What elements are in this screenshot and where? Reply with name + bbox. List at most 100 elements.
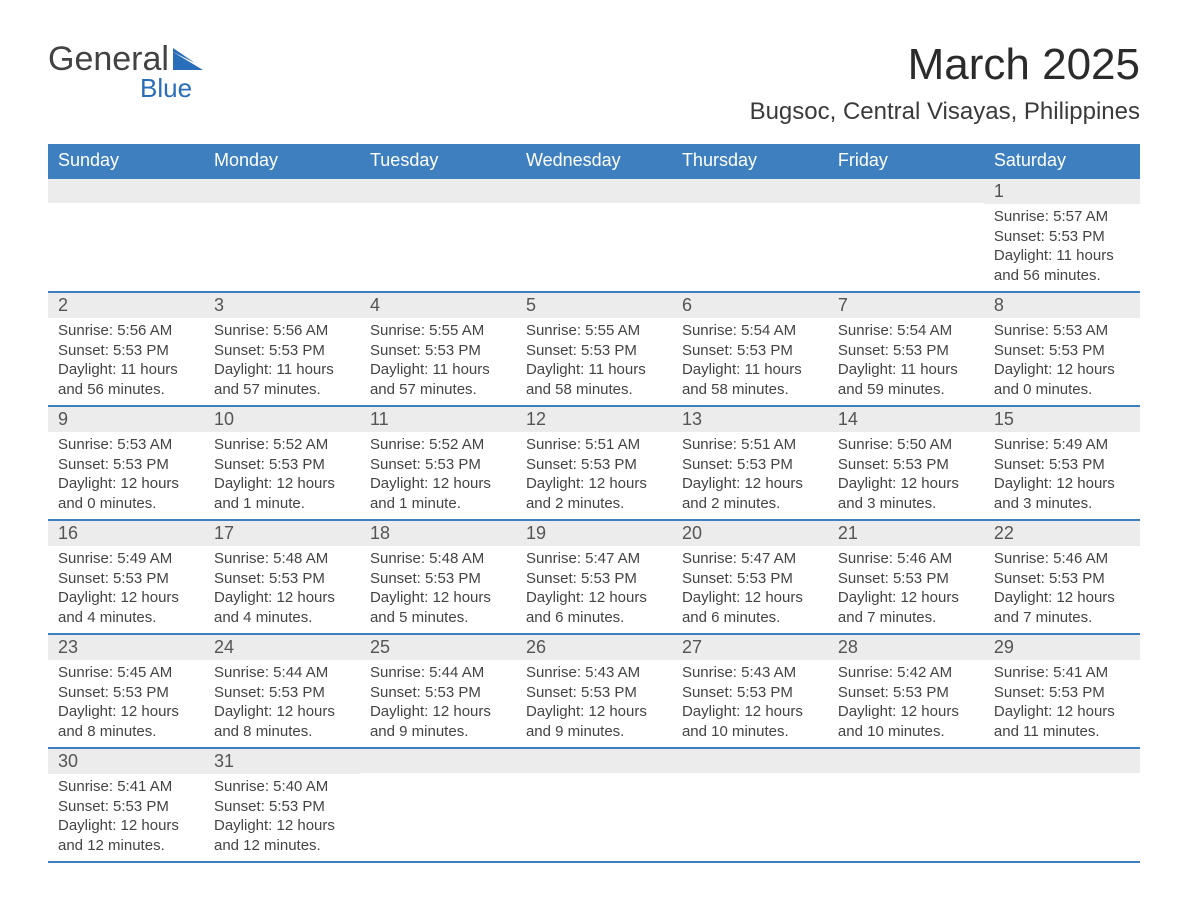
daylight-line: Daylight: 12 hours and 12 minutes. xyxy=(58,816,194,855)
calendar-header-cell: Monday xyxy=(204,144,360,178)
calendar-day-cell xyxy=(360,178,516,292)
calendar-week-row: 1Sunrise: 5:57 AMSunset: 5:53 PMDaylight… xyxy=(48,178,1140,292)
calendar-day-cell: 2 Sunrise: 5:56 AMSunset: 5:53 PMDaylight… xyxy=(48,292,204,406)
sunrise-line: Sunrise: 5:54 AM xyxy=(682,321,818,341)
daylight-line: Daylight: 12 hours and 4 minutes. xyxy=(58,588,194,627)
title-block: March 2025 Bugsoc, Central Visayas, Phil… xyxy=(750,40,1140,126)
calendar-header-cell: Sunday xyxy=(48,144,204,178)
sunset-line: Sunset: 5:53 PM xyxy=(682,569,818,589)
sunset-line: Sunset: 5:53 PM xyxy=(370,569,506,589)
day-details: Sunrise: 5:51 AMSunset: 5:53 PMDaylight:… xyxy=(672,432,828,519)
sunset-line: Sunset: 5:53 PM xyxy=(994,683,1130,703)
calendar-day-cell: 26Sunrise: 5:43 AMSunset: 5:53 PMDayligh… xyxy=(516,634,672,748)
day-details: Sunrise: 5:42 AMSunset: 5:53 PMDaylight:… xyxy=(828,660,984,747)
sunset-line: Sunset: 5:53 PM xyxy=(370,455,506,475)
sunset-line: Sunset: 5:53 PM xyxy=(58,455,194,475)
calendar-day-cell: 17Sunrise: 5:48 AMSunset: 5:53 PMDayligh… xyxy=(204,520,360,634)
daylight-line: Daylight: 12 hours and 5 minutes. xyxy=(370,588,506,627)
calendar-week-row: 16Sunrise: 5:49 AMSunset: 5:53 PMDayligh… xyxy=(48,520,1140,634)
calendar-week-row: 9Sunrise: 5:53 AMSunset: 5:53 PMDaylight… xyxy=(48,406,1140,520)
sunrise-line: Sunrise: 5:43 AM xyxy=(526,663,662,683)
day-number: 20 xyxy=(672,521,828,546)
calendar-day-cell: 29Sunrise: 5:41 AMSunset: 5:53 PMDayligh… xyxy=(984,634,1140,748)
sunrise-line: Sunrise: 5:52 AM xyxy=(214,435,350,455)
day-number: 4 xyxy=(360,293,516,318)
calendar-day-cell: 6Sunrise: 5:54 AMSunset: 5:53 PMDaylight… xyxy=(672,292,828,406)
sunrise-line: Sunrise: 5:47 AM xyxy=(682,549,818,569)
day-number: 2 xyxy=(48,293,204,318)
day-details: Sunrise: 5:53 AMSunset: 5:53 PMDaylight:… xyxy=(48,432,204,519)
empty-day-bar xyxy=(672,749,828,773)
sunset-line: Sunset: 5:53 PM xyxy=(58,797,194,817)
empty-day-bar xyxy=(48,179,204,203)
day-details: Sunrise: 5:48 AMSunset: 5:53 PMDaylight:… xyxy=(204,546,360,633)
sunset-line: Sunset: 5:53 PM xyxy=(214,341,350,361)
sunrise-line: Sunrise: 5:52 AM xyxy=(370,435,506,455)
sunrise-line: Sunrise: 5:56 AM xyxy=(214,321,350,341)
sunrise-line: Sunrise: 5:50 AM xyxy=(838,435,974,455)
daylight-line: Daylight: 12 hours and 9 minutes. xyxy=(370,702,506,741)
sunset-line: Sunset: 5:53 PM xyxy=(838,455,974,475)
day-number: 6 xyxy=(672,293,828,318)
calendar-day-cell: 8Sunrise: 5:53 AMSunset: 5:53 PMDaylight… xyxy=(984,292,1140,406)
day-details: Sunrise: 5:49 AMSunset: 5:53 PMDaylight:… xyxy=(48,546,204,633)
calendar-day-cell: 20Sunrise: 5:47 AMSunset: 5:53 PMDayligh… xyxy=(672,520,828,634)
daylight-line: Daylight: 11 hours and 56 minutes. xyxy=(994,246,1130,285)
calendar-week-row: 30Sunrise: 5:41 AMSunset: 5:53 PMDayligh… xyxy=(48,748,1140,862)
sunrise-line: Sunrise: 5:44 AM xyxy=(370,663,506,683)
sunset-line: Sunset: 5:53 PM xyxy=(214,569,350,589)
calendar-day-cell xyxy=(828,178,984,292)
sunrise-line: Sunrise: 5:45 AM xyxy=(58,663,194,683)
sunrise-line: Sunrise: 5:48 AM xyxy=(214,549,350,569)
daylight-line: Daylight: 12 hours and 6 minutes. xyxy=(526,588,662,627)
calendar-day-cell: 15Sunrise: 5:49 AMSunset: 5:53 PMDayligh… xyxy=(984,406,1140,520)
calendar-day-cell xyxy=(672,748,828,862)
day-number: 24 xyxy=(204,635,360,660)
empty-day-bar xyxy=(360,749,516,773)
day-details: Sunrise: 5:40 AMSunset: 5:53 PMDaylight:… xyxy=(204,774,360,861)
calendar-week-row: 23Sunrise: 5:45 AMSunset: 5:53 PMDayligh… xyxy=(48,634,1140,748)
sunrise-line: Sunrise: 5:56 AM xyxy=(58,321,194,341)
sunrise-line: Sunrise: 5:48 AM xyxy=(370,549,506,569)
sunset-line: Sunset: 5:53 PM xyxy=(526,569,662,589)
day-details: Sunrise: 5:44 AMSunset: 5:53 PMDaylight:… xyxy=(360,660,516,747)
sunset-line: Sunset: 5:53 PM xyxy=(214,797,350,817)
sunrise-line: Sunrise: 5:57 AM xyxy=(994,207,1130,227)
sunset-line: Sunset: 5:53 PM xyxy=(214,683,350,703)
calendar-header-cell: Friday xyxy=(828,144,984,178)
calendar-day-cell: 30Sunrise: 5:41 AMSunset: 5:53 PMDayligh… xyxy=(48,748,204,862)
sunrise-line: Sunrise: 5:49 AM xyxy=(994,435,1130,455)
day-details: Sunrise: 5:46 AMSunset: 5:53 PMDaylight:… xyxy=(984,546,1140,633)
day-details: Sunrise: 5:54 AMSunset: 5:53 PMDaylight:… xyxy=(672,318,828,405)
sunrise-line: Sunrise: 5:43 AM xyxy=(682,663,818,683)
calendar-day-cell: 18Sunrise: 5:48 AMSunset: 5:53 PMDayligh… xyxy=(360,520,516,634)
day-number: 25 xyxy=(360,635,516,660)
calendar-day-cell xyxy=(516,178,672,292)
calendar-day-cell xyxy=(48,178,204,292)
sunset-line: Sunset: 5:53 PM xyxy=(58,341,194,361)
day-details: Sunrise: 5:41 AMSunset: 5:53 PMDaylight:… xyxy=(48,774,204,861)
sunset-line: Sunset: 5:53 PM xyxy=(526,683,662,703)
daylight-line: Daylight: 11 hours and 56 minutes. xyxy=(58,360,194,399)
day-number: 7 xyxy=(828,293,984,318)
calendar-day-cell: 19Sunrise: 5:47 AMSunset: 5:53 PMDayligh… xyxy=(516,520,672,634)
calendar-day-cell: 13Sunrise: 5:51 AMSunset: 5:53 PMDayligh… xyxy=(672,406,828,520)
day-number: 30 xyxy=(48,749,204,774)
calendar-day-cell xyxy=(360,748,516,862)
day-number: 27 xyxy=(672,635,828,660)
day-details: Sunrise: 5:47 AMSunset: 5:53 PMDaylight:… xyxy=(672,546,828,633)
sunset-line: Sunset: 5:53 PM xyxy=(994,569,1130,589)
daylight-line: Daylight: 12 hours and 2 minutes. xyxy=(682,474,818,513)
sunrise-line: Sunrise: 5:53 AM xyxy=(58,435,194,455)
calendar-day-cell: 5Sunrise: 5:55 AMSunset: 5:53 PMDaylight… xyxy=(516,292,672,406)
day-details: Sunrise: 5:46 AMSunset: 5:53 PMDaylight:… xyxy=(828,546,984,633)
day-number: 28 xyxy=(828,635,984,660)
sunrise-line: Sunrise: 5:46 AM xyxy=(838,549,974,569)
day-details: Sunrise: 5:55 AMSunset: 5:53 PMDaylight:… xyxy=(360,318,516,405)
month-title: March 2025 xyxy=(750,40,1140,90)
sunset-line: Sunset: 5:53 PM xyxy=(838,683,974,703)
calendar-body: 1Sunrise: 5:57 AMSunset: 5:53 PMDaylight… xyxy=(48,178,1140,862)
sunset-line: Sunset: 5:53 PM xyxy=(370,683,506,703)
daylight-line: Daylight: 12 hours and 6 minutes. xyxy=(682,588,818,627)
day-details: Sunrise: 5:41 AMSunset: 5:53 PMDaylight:… xyxy=(984,660,1140,747)
